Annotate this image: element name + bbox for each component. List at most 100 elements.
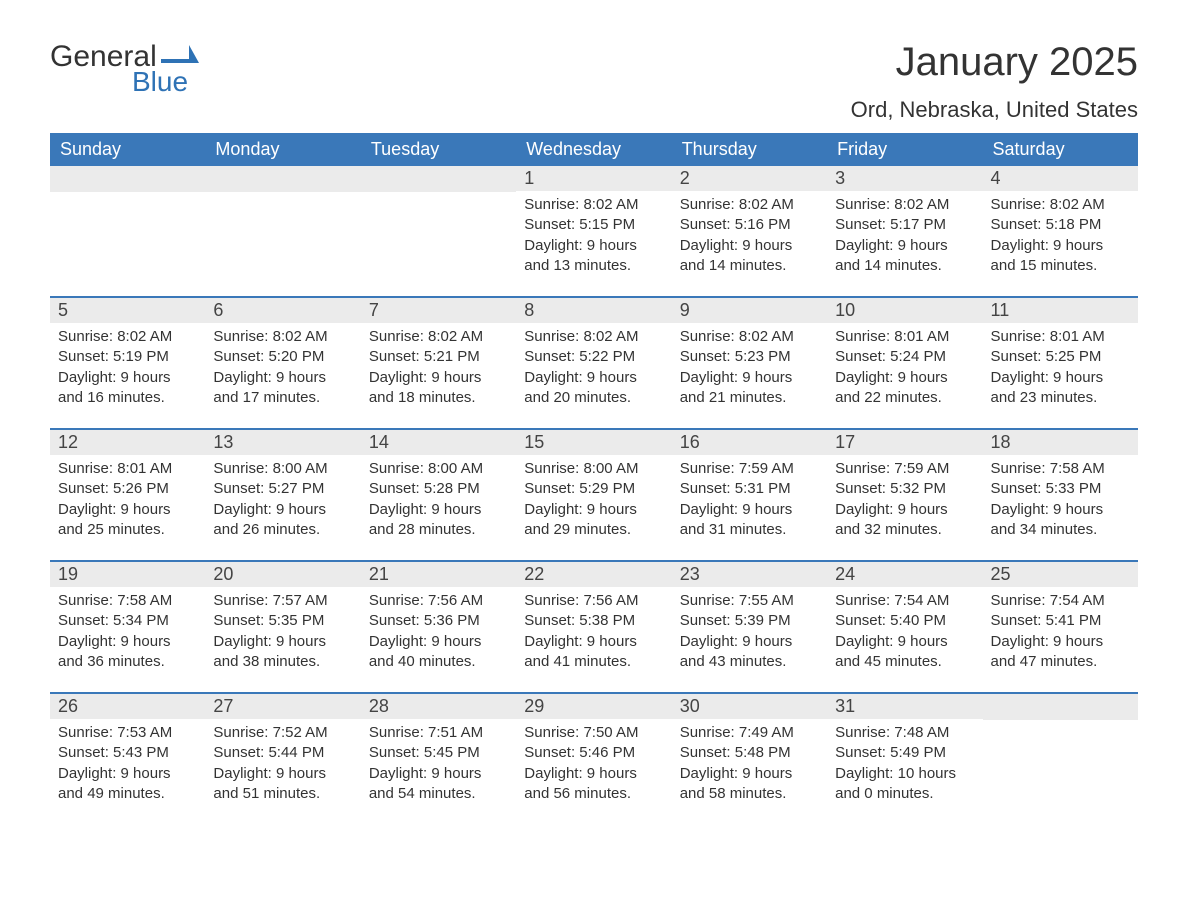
daylight-text: Daylight: 9 hours	[835, 632, 974, 652]
sunset-text: Sunset: 5:45 PM	[369, 743, 508, 763]
weekday-header: Sunday	[50, 133, 205, 166]
daylight-text: and 17 minutes.	[213, 388, 352, 408]
sunset-text: Sunset: 5:36 PM	[369, 611, 508, 631]
sunrise-text: Sunrise: 8:01 AM	[991, 327, 1130, 347]
daylight-text: Daylight: 9 hours	[524, 236, 663, 256]
day-number: 21	[361, 562, 516, 587]
daylight-text: and 58 minutes.	[680, 784, 819, 804]
daylight-text: Daylight: 9 hours	[991, 368, 1130, 388]
daylight-text: and 32 minutes.	[835, 520, 974, 540]
calendar-week-row: 5Sunrise: 8:02 AMSunset: 5:19 PMDaylight…	[50, 297, 1138, 429]
weekday-header: Friday	[827, 133, 982, 166]
daylight-text: Daylight: 9 hours	[58, 500, 197, 520]
calendar-day-cell	[50, 166, 205, 297]
day-details: Sunrise: 8:02 AMSunset: 5:15 PMDaylight:…	[516, 191, 671, 284]
daylight-text: and 14 minutes.	[680, 256, 819, 276]
daylight-text: and 22 minutes.	[835, 388, 974, 408]
daylight-text: and 20 minutes.	[524, 388, 663, 408]
day-details: Sunrise: 8:01 AMSunset: 5:26 PMDaylight:…	[50, 455, 205, 548]
sunrise-text: Sunrise: 7:50 AM	[524, 723, 663, 743]
sunset-text: Sunset: 5:43 PM	[58, 743, 197, 763]
daylight-text: and 18 minutes.	[369, 388, 508, 408]
calendar-day-cell: 13Sunrise: 8:00 AMSunset: 5:27 PMDayligh…	[205, 429, 360, 561]
day-details: Sunrise: 8:02 AMSunset: 5:21 PMDaylight:…	[361, 323, 516, 416]
day-details: Sunrise: 8:00 AMSunset: 5:29 PMDaylight:…	[516, 455, 671, 548]
daylight-text: Daylight: 9 hours	[524, 500, 663, 520]
daylight-text: and 34 minutes.	[991, 520, 1130, 540]
calendar-day-cell: 14Sunrise: 8:00 AMSunset: 5:28 PMDayligh…	[361, 429, 516, 561]
day-number: 1	[516, 166, 671, 191]
daylight-text: and 23 minutes.	[991, 388, 1130, 408]
day-number: 7	[361, 298, 516, 323]
sunrise-text: Sunrise: 7:56 AM	[524, 591, 663, 611]
sunset-text: Sunset: 5:26 PM	[58, 479, 197, 499]
daylight-text: and 36 minutes.	[58, 652, 197, 672]
daylight-text: and 13 minutes.	[524, 256, 663, 276]
sunrise-text: Sunrise: 8:02 AM	[369, 327, 508, 347]
calendar-day-cell: 10Sunrise: 8:01 AMSunset: 5:24 PMDayligh…	[827, 297, 982, 429]
month-title: January 2025	[851, 40, 1138, 85]
sunrise-text: Sunrise: 7:52 AM	[213, 723, 352, 743]
weekday-header: Wednesday	[516, 133, 671, 166]
daylight-text: Daylight: 9 hours	[369, 764, 508, 784]
daylight-text: and 31 minutes.	[680, 520, 819, 540]
day-details: Sunrise: 8:02 AMSunset: 5:18 PMDaylight:…	[983, 191, 1138, 284]
day-number-empty	[361, 166, 516, 192]
day-number: 20	[205, 562, 360, 587]
calendar-day-cell	[205, 166, 360, 297]
sunset-text: Sunset: 5:16 PM	[680, 215, 819, 235]
logo: General Blue	[50, 40, 199, 98]
day-number: 19	[50, 562, 205, 587]
calendar-day-cell: 7Sunrise: 8:02 AMSunset: 5:21 PMDaylight…	[361, 297, 516, 429]
sunset-text: Sunset: 5:29 PM	[524, 479, 663, 499]
sunrise-text: Sunrise: 7:54 AM	[835, 591, 974, 611]
day-number-empty	[205, 166, 360, 192]
daylight-text: Daylight: 9 hours	[524, 368, 663, 388]
day-details: Sunrise: 7:56 AMSunset: 5:38 PMDaylight:…	[516, 587, 671, 680]
daylight-text: and 15 minutes.	[991, 256, 1130, 276]
sunrise-text: Sunrise: 7:58 AM	[58, 591, 197, 611]
day-details: Sunrise: 8:02 AMSunset: 5:20 PMDaylight:…	[205, 323, 360, 416]
day-details: Sunrise: 7:59 AMSunset: 5:31 PMDaylight:…	[672, 455, 827, 548]
daylight-text: and 28 minutes.	[369, 520, 508, 540]
day-number: 11	[983, 298, 1138, 323]
day-number: 4	[983, 166, 1138, 191]
sunrise-text: Sunrise: 7:53 AM	[58, 723, 197, 743]
sunrise-text: Sunrise: 8:02 AM	[58, 327, 197, 347]
sunset-text: Sunset: 5:33 PM	[991, 479, 1130, 499]
sunset-text: Sunset: 5:15 PM	[524, 215, 663, 235]
calendar-day-cell: 8Sunrise: 8:02 AMSunset: 5:22 PMDaylight…	[516, 297, 671, 429]
calendar-day-cell: 27Sunrise: 7:52 AMSunset: 5:44 PMDayligh…	[205, 693, 360, 824]
daylight-text: Daylight: 9 hours	[524, 632, 663, 652]
weekday-header: Tuesday	[361, 133, 516, 166]
day-details: Sunrise: 8:02 AMSunset: 5:22 PMDaylight:…	[516, 323, 671, 416]
daylight-text: and 51 minutes.	[213, 784, 352, 804]
day-number: 22	[516, 562, 671, 587]
sunrise-text: Sunrise: 8:00 AM	[524, 459, 663, 479]
calendar-day-cell: 24Sunrise: 7:54 AMSunset: 5:40 PMDayligh…	[827, 561, 982, 693]
daylight-text: Daylight: 9 hours	[213, 764, 352, 784]
calendar-week-row: 1Sunrise: 8:02 AMSunset: 5:15 PMDaylight…	[50, 166, 1138, 297]
daylight-text: Daylight: 9 hours	[369, 368, 508, 388]
daylight-text: Daylight: 9 hours	[991, 632, 1130, 652]
day-details: Sunrise: 8:00 AMSunset: 5:28 PMDaylight:…	[361, 455, 516, 548]
daylight-text: Daylight: 9 hours	[213, 632, 352, 652]
calendar-table: Sunday Monday Tuesday Wednesday Thursday…	[50, 133, 1138, 824]
daylight-text: Daylight: 9 hours	[835, 500, 974, 520]
calendar-day-cell: 20Sunrise: 7:57 AMSunset: 5:35 PMDayligh…	[205, 561, 360, 693]
daylight-text: Daylight: 9 hours	[835, 368, 974, 388]
daylight-text: and 56 minutes.	[524, 784, 663, 804]
sunrise-text: Sunrise: 8:01 AM	[58, 459, 197, 479]
daylight-text: Daylight: 9 hours	[369, 632, 508, 652]
daylight-text: Daylight: 9 hours	[58, 368, 197, 388]
daylight-text: Daylight: 9 hours	[991, 500, 1130, 520]
sunrise-text: Sunrise: 8:02 AM	[991, 195, 1130, 215]
sunrise-text: Sunrise: 8:00 AM	[369, 459, 508, 479]
day-details: Sunrise: 7:56 AMSunset: 5:36 PMDaylight:…	[361, 587, 516, 680]
weekday-header: Saturday	[983, 133, 1138, 166]
day-number: 23	[672, 562, 827, 587]
calendar-day-cell: 29Sunrise: 7:50 AMSunset: 5:46 PMDayligh…	[516, 693, 671, 824]
daylight-text: Daylight: 9 hours	[213, 500, 352, 520]
daylight-text: Daylight: 9 hours	[680, 764, 819, 784]
day-number: 16	[672, 430, 827, 455]
